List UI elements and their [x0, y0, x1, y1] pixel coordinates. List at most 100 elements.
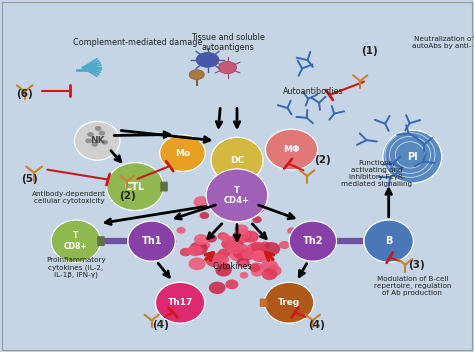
Circle shape: [262, 269, 277, 280]
Circle shape: [235, 229, 251, 240]
Ellipse shape: [107, 163, 164, 210]
Circle shape: [215, 264, 232, 277]
Text: (1): (1): [361, 46, 378, 56]
Circle shape: [238, 231, 250, 240]
Text: (4): (4): [308, 320, 325, 329]
Circle shape: [239, 244, 247, 251]
Text: (2): (2): [118, 191, 136, 201]
Ellipse shape: [189, 70, 204, 80]
Text: T
CD4+: T CD4+: [224, 186, 250, 205]
Circle shape: [176, 227, 186, 234]
Circle shape: [220, 263, 230, 270]
Text: Th2: Th2: [302, 236, 323, 246]
Circle shape: [99, 131, 105, 136]
Text: Th17: Th17: [167, 298, 193, 307]
Circle shape: [101, 140, 108, 145]
Circle shape: [180, 248, 191, 256]
Circle shape: [225, 236, 239, 246]
Circle shape: [239, 272, 248, 278]
Circle shape: [163, 234, 172, 241]
Circle shape: [91, 142, 98, 147]
Circle shape: [241, 250, 253, 259]
Ellipse shape: [289, 221, 337, 261]
Text: Mo: Mo: [175, 149, 190, 158]
Circle shape: [95, 126, 101, 131]
Circle shape: [205, 253, 224, 267]
Circle shape: [218, 249, 230, 258]
FancyBboxPatch shape: [260, 298, 267, 307]
Circle shape: [254, 247, 264, 256]
Circle shape: [214, 254, 228, 264]
Text: CTL: CTL: [125, 182, 145, 191]
Text: Antibody-dependent
cellular cytotoxicity: Antibody-dependent cellular cytotoxicity: [32, 191, 106, 204]
Circle shape: [235, 224, 248, 235]
Circle shape: [225, 279, 238, 289]
Circle shape: [232, 230, 250, 244]
Circle shape: [193, 196, 210, 208]
FancyBboxPatch shape: [160, 182, 168, 191]
Circle shape: [200, 212, 209, 219]
Ellipse shape: [196, 52, 219, 67]
Circle shape: [260, 241, 270, 249]
Text: (6): (6): [16, 89, 33, 99]
Circle shape: [209, 282, 226, 294]
Text: PI: PI: [407, 152, 418, 162]
Text: MΦ: MΦ: [283, 145, 300, 154]
Circle shape: [85, 138, 92, 143]
Ellipse shape: [383, 130, 442, 183]
Ellipse shape: [160, 135, 205, 171]
Circle shape: [190, 241, 208, 255]
Circle shape: [228, 247, 247, 261]
Circle shape: [189, 257, 206, 270]
Circle shape: [250, 263, 263, 272]
Circle shape: [251, 268, 263, 277]
Circle shape: [201, 242, 210, 249]
Text: Cytokines: Cytokines: [212, 262, 252, 271]
Text: DC: DC: [230, 156, 244, 165]
Text: Autoantibodies: Autoantibodies: [283, 87, 343, 96]
Ellipse shape: [211, 137, 263, 183]
Text: Treg: Treg: [278, 298, 300, 307]
Text: B: B: [385, 236, 392, 246]
Ellipse shape: [128, 221, 175, 261]
Ellipse shape: [364, 220, 413, 262]
Circle shape: [261, 260, 278, 273]
Circle shape: [266, 265, 282, 276]
Circle shape: [246, 243, 262, 254]
Ellipse shape: [74, 121, 120, 160]
Text: Tissue and soluble
autoantigens: Tissue and soluble autoantigens: [191, 32, 264, 52]
Circle shape: [287, 227, 297, 234]
Ellipse shape: [264, 282, 314, 323]
Ellipse shape: [265, 129, 318, 170]
Text: (3): (3): [408, 260, 425, 270]
Circle shape: [233, 247, 246, 257]
Circle shape: [233, 249, 246, 259]
Circle shape: [263, 242, 280, 255]
Text: (2): (2): [314, 155, 331, 165]
Ellipse shape: [155, 282, 205, 323]
Circle shape: [240, 248, 256, 260]
Circle shape: [232, 236, 244, 245]
Circle shape: [226, 242, 243, 254]
Circle shape: [251, 250, 266, 261]
Circle shape: [219, 233, 230, 241]
Circle shape: [249, 264, 260, 272]
Text: (5): (5): [21, 174, 38, 184]
Circle shape: [237, 258, 250, 267]
Ellipse shape: [219, 61, 237, 74]
Circle shape: [87, 132, 94, 137]
Circle shape: [221, 238, 237, 250]
Circle shape: [206, 234, 217, 243]
Text: Functions,
activating and
inhibitory FcγR-
mediated signalling: Functions, activating and inhibitory Fcγ…: [341, 160, 412, 187]
Circle shape: [194, 234, 209, 245]
Circle shape: [167, 238, 176, 245]
Circle shape: [252, 216, 262, 223]
Circle shape: [279, 241, 290, 249]
Circle shape: [218, 232, 228, 240]
Text: NK: NK: [90, 136, 104, 145]
Circle shape: [251, 249, 268, 262]
Text: Proinflammatory
cytokines (IL-2,
IL-1β, IFN-γ): Proinflammatory cytokines (IL-2, IL-1β, …: [46, 257, 106, 278]
Circle shape: [256, 245, 267, 253]
Circle shape: [188, 245, 203, 256]
Circle shape: [213, 252, 226, 262]
